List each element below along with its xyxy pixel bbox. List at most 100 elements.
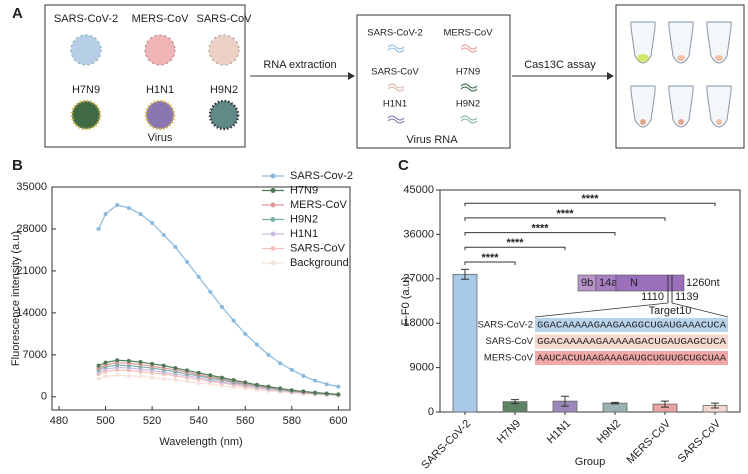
- point: [185, 259, 190, 264]
- sequence-name: SARS-CoV-2: [478, 320, 533, 331]
- rna-icon: [387, 83, 405, 92]
- point: [289, 367, 294, 372]
- point: [185, 368, 190, 373]
- legend-marker: [270, 217, 276, 222]
- point: [196, 274, 201, 279]
- point: [126, 373, 131, 378]
- significance-bracket: [464, 261, 516, 265]
- virus-icons: [70, 34, 240, 131]
- tube-signal: [678, 119, 684, 125]
- x-tick-label: 480: [50, 415, 68, 427]
- rna-icons: [387, 44, 478, 124]
- series-line: [98, 204, 339, 388]
- y-tick-label: 35000: [16, 181, 47, 193]
- point: [313, 378, 318, 383]
- point: [243, 331, 248, 336]
- significance-bracket: [464, 202, 716, 207]
- y-axis-label: F-F0 (a.u): [400, 277, 412, 326]
- point: [324, 382, 329, 387]
- error-bar: [511, 399, 519, 405]
- point: [301, 389, 306, 394]
- point: [336, 392, 341, 397]
- point: [150, 375, 155, 380]
- x-axis-label: Group: [575, 456, 606, 468]
- tubes: [630, 21, 732, 128]
- point: [324, 391, 329, 396]
- y-tick-label: 14000: [16, 307, 47, 319]
- point: [96, 363, 101, 368]
- step-label: Cas13C assay: [524, 59, 596, 71]
- significance-label: ****: [506, 237, 524, 249]
- point: [103, 211, 108, 216]
- sequence-name: SARS-CoV: [485, 336, 533, 347]
- y-tick-label: 28000: [16, 223, 47, 235]
- point: [150, 220, 155, 225]
- legend-label: MERS-CoV: [290, 199, 348, 211]
- tube-signal: [715, 55, 723, 61]
- point: [126, 358, 131, 363]
- significance-label: ****: [581, 193, 599, 205]
- length-label: 1260nt: [686, 277, 720, 289]
- rna-box: [356, 14, 511, 149]
- virus-icon: [70, 34, 102, 66]
- x-tick-label: 580: [283, 415, 301, 427]
- point: [196, 370, 201, 375]
- panel-label: C: [398, 157, 409, 174]
- point: [208, 289, 213, 294]
- point: [336, 384, 341, 389]
- y-tick-label: 45000: [403, 184, 434, 196]
- rna-icon: [460, 44, 478, 53]
- virus-box: [44, 4, 246, 148]
- point: [126, 205, 131, 210]
- point: [254, 342, 259, 347]
- significance-bracket: [464, 217, 666, 221]
- tube-signal: [637, 54, 649, 62]
- tube-box: [615, 4, 745, 149]
- significance-label: ****: [481, 252, 499, 264]
- point: [266, 352, 271, 357]
- legend-label: SARS-CoV: [290, 242, 346, 254]
- point: [185, 379, 190, 384]
- gene-label: N: [630, 277, 638, 289]
- sequence: AAUCACUUAAGAAAGAUGCUGUUGCUGCUAA: [537, 353, 726, 364]
- error-bar: [461, 268, 469, 280]
- rna-icon: [387, 44, 405, 53]
- virus-label: SARS-CoV: [196, 13, 252, 25]
- point: [208, 382, 213, 387]
- x-tick-label: MERS-CoV: [624, 417, 673, 466]
- significance-bracket: [464, 232, 616, 236]
- point: [173, 378, 178, 383]
- legend-label: SARS-Cov-2: [290, 170, 353, 182]
- point: [278, 386, 283, 391]
- bar: [452, 273, 478, 413]
- point: [103, 360, 108, 365]
- point: [138, 374, 143, 379]
- point: [138, 211, 143, 216]
- point: [173, 244, 178, 249]
- target-label: Target10: [649, 305, 692, 317]
- x-tick-label: SARS-CoV-2: [419, 418, 473, 472]
- point: [173, 366, 178, 371]
- error-bar: [711, 402, 719, 409]
- axis-frame: [51, 186, 351, 411]
- y-tick-label: 0: [428, 406, 434, 418]
- legend-marker: [270, 173, 276, 179]
- position-label: 1139: [675, 291, 699, 303]
- rna-label: H7N9: [456, 67, 480, 78]
- point: [313, 390, 318, 395]
- point: [150, 361, 155, 366]
- x-tick-label: H1N1: [545, 418, 573, 446]
- rna-icon: [387, 115, 405, 124]
- virus-icon: [70, 99, 102, 131]
- arrow-head: [607, 72, 614, 80]
- point: [219, 304, 224, 309]
- error-bar: [561, 395, 569, 407]
- axis-frame: [439, 189, 741, 413]
- x-tick-label: H7N9: [495, 418, 523, 446]
- virus-label: H7N9: [72, 84, 100, 96]
- rna-label: H1N1: [383, 99, 407, 110]
- x-tick-label: H9N2: [595, 418, 623, 446]
- y-tick-label: 9000: [410, 362, 434, 374]
- series-line: [98, 374, 339, 396]
